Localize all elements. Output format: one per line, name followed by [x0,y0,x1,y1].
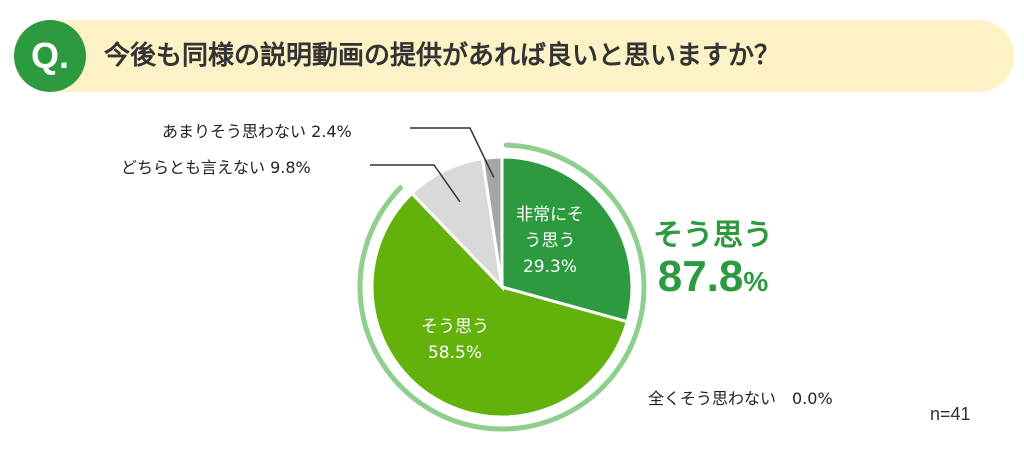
summary-arc [357,142,647,432]
summary-unit: % [743,266,769,297]
question-banner [14,20,1014,92]
pie-slice-neutral [409,156,505,292]
summary-number: 87.8 [657,252,744,301]
slice-label-strongly-agree-line1: 非常にそ [516,205,584,225]
pie-slice-agree [370,191,630,419]
summary-label: そう思う [653,218,773,253]
pie-slice-rarely [480,155,504,288]
callout-line-rarely [410,127,495,178]
pie-slice-strongly-agree [500,155,634,324]
question-text: 今後も同様の説明動画の提供があれば良いと思いますか？ [104,41,781,71]
callout-label-neutral: どちらとも言えない 9.8% [121,158,311,177]
callout-label-rarely: あまりそう思わない 2.4% [162,122,352,141]
callout-line-neutral [370,164,461,203]
summary-value: 87.8% [648,252,778,302]
question-badge: Q. [14,20,86,92]
slice-label-agree-value: 58.5% [428,343,482,363]
slice-label-strongly-agree-value: 29.3% [523,257,577,277]
slice-label-strongly-agree-line2: う思う [525,231,576,251]
slice-label-agree: そう思う [421,317,489,337]
callout-label-none: 全くそう思わない 0.0% [648,389,833,408]
sample-size: n=41 [930,404,971,424]
